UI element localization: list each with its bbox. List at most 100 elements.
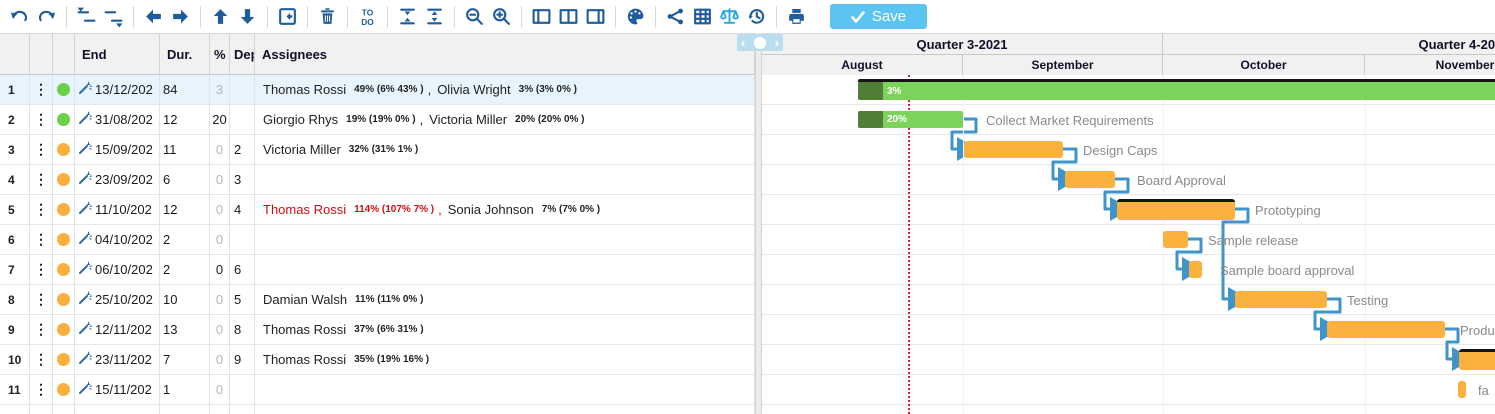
task-bar[interactable]: 3% — [858, 79, 1495, 100]
depends-cell[interactable]: 6 — [230, 255, 255, 284]
row-menu-icon[interactable]: ⋮ — [30, 105, 53, 134]
row-menu-icon[interactable]: ⋮ — [30, 75, 53, 104]
end-date-cell[interactable]: 12/11/202 — [75, 315, 160, 344]
duration-cell[interactable]: 7 — [160, 345, 210, 374]
row-menu-icon[interactable]: ⋮ — [30, 315, 53, 344]
splitter-knob-icon[interactable] — [754, 36, 766, 49]
edit-wand-icon[interactable] — [78, 141, 93, 158]
duration-cell[interactable]: 84 — [160, 75, 210, 104]
row-menu-icon[interactable]: ⋮ — [30, 375, 53, 404]
redo-icon[interactable] — [33, 4, 60, 30]
insert-task-above-icon[interactable] — [73, 4, 100, 30]
task-bar[interactable] — [1327, 321, 1445, 338]
status-dot[interactable] — [53, 375, 75, 404]
edit-wand-icon[interactable] — [78, 231, 93, 248]
status-dot[interactable] — [53, 225, 75, 254]
progress-cell[interactable]: 0 — [210, 285, 230, 314]
task-bar[interactable] — [964, 141, 1063, 158]
edit-wand-icon[interactable] — [78, 381, 93, 398]
zoom-in-icon[interactable] — [488, 4, 515, 30]
palette-icon[interactable] — [622, 4, 649, 30]
end-date-cell[interactable]: 11/10/202 — [75, 195, 160, 224]
duration-cell[interactable]: 6 — [160, 165, 210, 194]
progress-cell[interactable]: 0 — [210, 165, 230, 194]
progress-cell[interactable]: 0 — [210, 315, 230, 344]
edit-wand-icon[interactable] — [78, 111, 93, 128]
assignees-cell[interactable]: Thomas Rossi 37% (6% 31% ) — [255, 315, 755, 344]
edit-wand-icon[interactable] — [78, 261, 93, 278]
task-bar[interactable] — [1235, 291, 1327, 308]
trash-icon[interactable] — [314, 4, 341, 30]
edit-wand-icon[interactable] — [78, 171, 93, 188]
task-bar[interactable] — [1189, 261, 1202, 278]
status-dot[interactable] — [53, 285, 75, 314]
end-date-cell[interactable]: 31/08/202 — [75, 105, 160, 134]
progress-cell[interactable]: 0 — [210, 255, 230, 284]
assignees-cell[interactable] — [255, 225, 755, 254]
assignees-cell[interactable] — [255, 165, 755, 194]
task-bar[interactable] — [1163, 231, 1188, 248]
status-dot[interactable] — [53, 315, 75, 344]
depends-cell[interactable] — [230, 75, 255, 104]
row-menu-icon[interactable]: ⋮ — [30, 285, 53, 314]
task-bar[interactable] — [1459, 349, 1495, 370]
print-icon[interactable] — [783, 4, 810, 30]
assignees-cell[interactable]: Thomas Rossi 49% (6% 43% ), Olivia Wright 3… — [255, 75, 755, 104]
assignees-cell[interactable]: Thomas Rossi 114% (107% 7% ), Sonia Johnso… — [255, 195, 755, 224]
status-dot[interactable] — [53, 255, 75, 284]
assignees-cell[interactable]: Victoria Miller 32% (31% 1% ) — [255, 135, 755, 164]
progress-cell[interactable]: 0 — [210, 345, 230, 374]
row-menu-icon[interactable]: ⋮ — [30, 225, 53, 254]
progress-cell[interactable]: 0 — [210, 135, 230, 164]
assignees-cell[interactable]: Damian Walsh 11% (11% 0% ) — [255, 285, 755, 314]
splitter-bar[interactable] — [755, 33, 762, 414]
progress-cell[interactable]: 0 — [210, 375, 230, 404]
move-task-up-icon[interactable] — [207, 4, 234, 30]
row-menu-icon[interactable]: ⋮ — [30, 165, 53, 194]
view-gantt-icon[interactable] — [582, 4, 609, 30]
insert-task-below-icon[interactable] — [100, 4, 127, 30]
end-date-cell[interactable]: 23/11/202 — [75, 345, 160, 374]
status-dot[interactable] — [53, 195, 75, 224]
edit-wand-icon[interactable] — [78, 81, 93, 98]
depends-cell[interactable]: 8 — [230, 315, 255, 344]
view-split-icon[interactable] — [555, 4, 582, 30]
share-icon[interactable] — [662, 4, 689, 30]
status-dot[interactable] — [53, 75, 75, 104]
end-date-cell[interactable]: 06/10/202 — [75, 255, 160, 284]
outdent-task-icon[interactable] — [140, 4, 167, 30]
save-button[interactable]: Save — [830, 4, 927, 29]
depends-cell[interactable]: 5 — [230, 285, 255, 314]
row-menu-icon[interactable]: ⋮ — [30, 345, 53, 374]
depends-cell[interactable] — [230, 375, 255, 404]
status-dot[interactable] — [53, 345, 75, 374]
progress-cell[interactable]: 0 — [210, 225, 230, 254]
indent-task-icon[interactable] — [167, 4, 194, 30]
edit-wand-icon[interactable] — [78, 201, 93, 218]
todo-icon[interactable]: TO DO — [354, 4, 381, 30]
end-date-cell[interactable]: 23/09/202 — [75, 165, 160, 194]
splitter-left-icon[interactable]: ‹ — [741, 35, 746, 50]
task-bar[interactable] — [1065, 171, 1115, 188]
duration-cell[interactable]: 2 — [160, 255, 210, 284]
task-bar[interactable]: 20% — [858, 111, 963, 128]
task-bar[interactable] — [1458, 381, 1466, 398]
duration-cell[interactable]: 10 — [160, 285, 210, 314]
insert-task-icon[interactable] — [274, 4, 301, 30]
assignees-cell[interactable] — [255, 255, 755, 284]
task-bar[interactable] — [1117, 199, 1235, 220]
edit-wand-icon[interactable] — [78, 321, 93, 338]
table-icon[interactable] — [689, 4, 716, 30]
undo-icon[interactable] — [6, 4, 33, 30]
duration-cell[interactable]: 11 — [160, 135, 210, 164]
depends-cell[interactable]: 2 — [230, 135, 255, 164]
row-menu-icon[interactable]: ⋮ — [30, 195, 53, 224]
depends-cell[interactable]: 4 — [230, 195, 255, 224]
splitter-right-icon[interactable]: › — [774, 35, 779, 50]
progress-cell[interactable]: 3 — [210, 75, 230, 104]
splitter-widget[interactable]: ‹ › — [737, 34, 783, 51]
status-dot[interactable] — [53, 165, 75, 194]
depends-cell[interactable] — [230, 105, 255, 134]
end-date-cell[interactable]: 25/10/202 — [75, 285, 160, 314]
end-date-cell[interactable]: 13/12/202 — [75, 75, 160, 104]
